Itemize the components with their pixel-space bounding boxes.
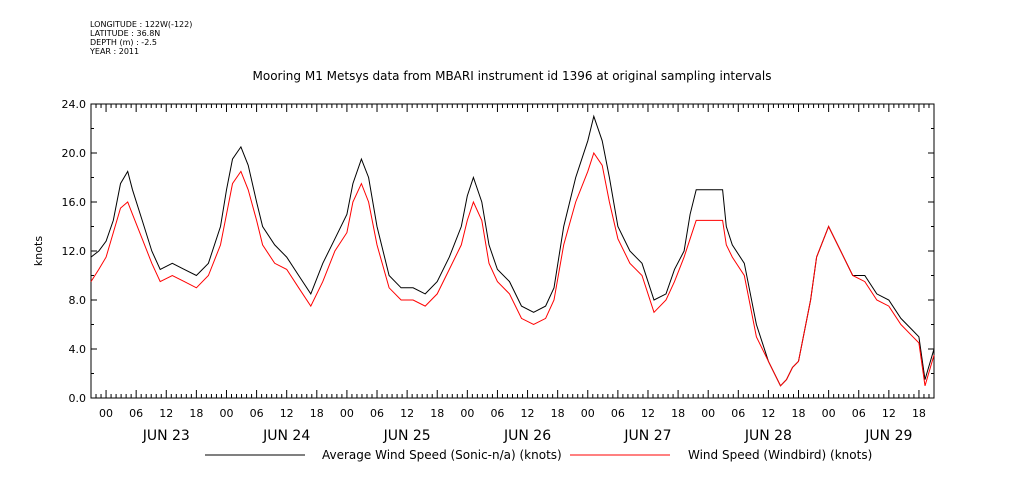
legend: Average Wind Speed (Sonic-n/a) (knots) Wi… xyxy=(205,448,872,462)
legend-label-windbird: Wind Speed (Windbird) (knots) xyxy=(688,448,872,462)
x-hour-label: 12 xyxy=(400,407,414,420)
x-day-label: JUN 29 xyxy=(864,428,912,444)
x-hour-label: 06 xyxy=(852,407,866,420)
y-tick-label: 16.0 xyxy=(62,196,87,209)
x-hour-label: 00 xyxy=(340,407,354,420)
series-line-average-wind-speed xyxy=(90,114,935,387)
x-hour-label: 06 xyxy=(250,407,264,420)
x-day-label: JUN 24 xyxy=(262,428,310,444)
x-hour-label: 00 xyxy=(701,407,715,420)
x-hour-label: 18 xyxy=(430,407,444,420)
axis-ticks: 0.0 4.0 8.0 12.0 16.0 20.0 24.0 00 06 12 18 00 06 12 1… xyxy=(62,98,935,444)
legend-label-average: Average Wind Speed (Sonic-n/a) (knots) xyxy=(322,448,562,462)
year-text: YEAR : 2011 xyxy=(90,47,140,56)
x-hour-label: 06 xyxy=(129,407,143,420)
x-hour-label: 00 xyxy=(460,407,474,420)
y-tick-label: 12.0 xyxy=(62,245,87,258)
series-lines xyxy=(90,114,935,387)
depth-text: DEPTH (m) : -2.5 xyxy=(90,38,157,47)
x-hour-label: 00 xyxy=(822,407,836,420)
x-hour-label: 12 xyxy=(761,407,775,420)
y-axis-label: knots xyxy=(32,236,45,266)
y-tick-label: 8.0 xyxy=(69,294,87,307)
longitude-text: LONGITUDE : 122W(-122) xyxy=(90,20,193,29)
y-tick-label: 20.0 xyxy=(62,147,87,160)
x-hour-label: 18 xyxy=(189,407,203,420)
x-hour-label: 00 xyxy=(581,407,595,420)
x-hour-label: 12 xyxy=(159,407,173,420)
x-hour-label: 06 xyxy=(490,407,504,420)
y-tick-label: 4.0 xyxy=(69,343,87,356)
x-day-label: JUN 26 xyxy=(503,428,551,444)
x-day-label: JUN 27 xyxy=(623,428,671,444)
x-hour-label: 12 xyxy=(280,407,294,420)
x-hour-label: 06 xyxy=(370,407,384,420)
metadata-block: LONGITUDE : 122W(-122) LATITUDE : 36.8N … xyxy=(90,20,192,56)
x-hour-label: 00 xyxy=(219,407,233,420)
x-hour-label: 18 xyxy=(551,407,565,420)
x-hour-label: 18 xyxy=(792,407,806,420)
x-hour-label: 06 xyxy=(731,407,745,420)
chart-title: Mooring M1 Metsys data from MBARI instru… xyxy=(253,69,772,83)
series-line-windbird-wind-speed xyxy=(90,151,935,387)
x-hour-label: 00 xyxy=(99,407,113,420)
x-day-label: JUN 23 xyxy=(142,428,190,444)
x-hour-label: 18 xyxy=(912,407,926,420)
x-hour-label: 18 xyxy=(671,407,685,420)
x-hour-label: 12 xyxy=(521,407,535,420)
x-hour-label: 06 xyxy=(611,407,625,420)
y-tick-label: 0.0 xyxy=(69,392,87,405)
latitude-text: LATITUDE : 36.8N xyxy=(90,29,161,38)
x-hour-label: 18 xyxy=(310,407,324,420)
x-day-label: JUN 25 xyxy=(383,428,431,444)
y-tick-label: 24.0 xyxy=(62,98,87,111)
plot-frame xyxy=(90,103,935,399)
x-day-label: JUN 28 xyxy=(744,428,792,444)
x-hour-label: 12 xyxy=(882,407,896,420)
x-hour-label: 12 xyxy=(641,407,655,420)
